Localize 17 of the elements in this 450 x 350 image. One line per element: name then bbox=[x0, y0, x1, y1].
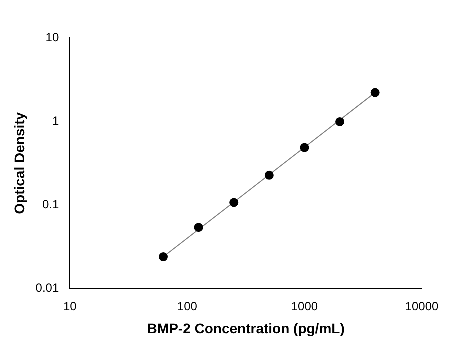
x-tick-label: 1000 bbox=[291, 299, 318, 314]
point bbox=[370, 88, 380, 98]
y-tick-label: 1 bbox=[52, 114, 60, 128]
y-tick-label: 0.01 bbox=[36, 281, 60, 296]
x-tick-label: 100 bbox=[177, 299, 198, 314]
point bbox=[336, 117, 345, 126]
point bbox=[300, 143, 310, 152]
x-tick-label: 10000 bbox=[405, 299, 440, 314]
point bbox=[230, 198, 239, 208]
x-axis-title: BMP-2 Concentration (pg/mL) bbox=[147, 320, 345, 336]
y-tick-label: 10 bbox=[46, 30, 60, 44]
y-tick-label: 0.1 bbox=[42, 198, 60, 212]
x-tick-label: 10 bbox=[63, 299, 78, 314]
point bbox=[194, 223, 204, 232]
point bbox=[264, 170, 274, 180]
point bbox=[159, 252, 168, 262]
y-axis-title: Optical Density bbox=[11, 112, 28, 214]
